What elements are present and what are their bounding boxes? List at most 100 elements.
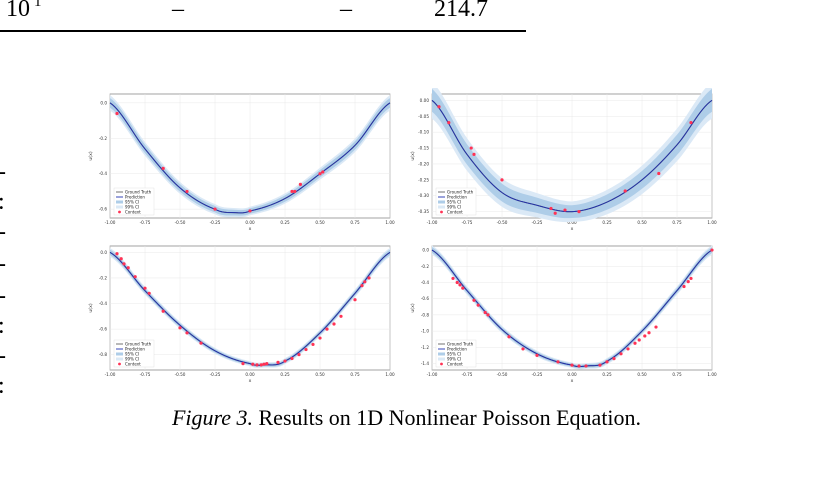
context-point <box>339 314 343 318</box>
context-point <box>447 121 451 125</box>
figure-label: Figure 3. <box>171 405 253 430</box>
y-tick-label: -0.4 <box>99 301 108 306</box>
context-point <box>259 363 263 367</box>
context-point <box>185 189 189 194</box>
context-point <box>605 360 609 364</box>
legend-swatch <box>438 352 445 356</box>
x-tick-label: 0.25 <box>280 372 290 377</box>
chart-svg: -1.00 -0.75 -0.50 -0.25 0.00 0.25 0.50 0.75 1.00… <box>410 88 717 232</box>
context-point <box>689 121 693 125</box>
y-tick-label: 0.0 <box>100 250 107 255</box>
context-point <box>500 178 504 182</box>
plot-panel-top-right: -1.00 -0.75 -0.50 -0.25 0.00 0.25 0.50 0.75 1.00… <box>406 88 722 236</box>
x-tick-label: 0.50 <box>315 372 325 377</box>
chart-svg: -1.00 -0.75 -0.50 -0.25 0.00 0.25 0.50 0.75 1.00… <box>410 245 717 384</box>
legend-label: Prediction <box>447 346 467 351</box>
ci-95-band <box>432 88 712 219</box>
context-point <box>584 364 588 368</box>
x-tick-label: 0.50 <box>637 220 647 225</box>
context-point <box>251 362 255 366</box>
prediction-line <box>109 252 391 366</box>
context-point <box>119 257 123 261</box>
legend-swatch <box>118 210 121 214</box>
context-point <box>686 280 690 284</box>
context-point <box>283 359 287 363</box>
context-point <box>298 182 302 186</box>
y-tick-label: -0.8 <box>99 352 108 357</box>
y-tick-label: -0.15 <box>418 146 429 151</box>
context-point <box>472 298 476 302</box>
context-point <box>598 363 602 367</box>
context-point <box>619 352 623 356</box>
y-axis-label: u(x) <box>88 151 94 160</box>
y-tick-label: -1.4 <box>421 361 430 366</box>
context-point <box>363 280 367 284</box>
context-point <box>199 341 203 345</box>
legend-label: Context <box>447 361 463 366</box>
legend-label: Ground Truth <box>125 341 152 346</box>
context-point <box>161 166 165 170</box>
x-tick-label: -0.25 <box>532 220 543 225</box>
context-point <box>553 211 557 215</box>
context-point <box>133 275 137 279</box>
context-point <box>311 342 315 347</box>
context-point <box>521 347 525 351</box>
x-tick-label: -1.00 <box>105 372 116 377</box>
legend-label: 99% CI <box>447 204 461 209</box>
context-point <box>535 353 539 358</box>
context-point <box>637 338 641 342</box>
legend-swatch <box>116 352 123 356</box>
x-tick-label: -1.00 <box>427 220 438 225</box>
x-tick-label: -0.50 <box>497 220 508 225</box>
y-tick-label: -0.6 <box>99 327 108 332</box>
margin-mark: : <box>0 374 5 398</box>
y-tick-label: -0.8 <box>421 312 430 317</box>
context-point <box>360 284 364 288</box>
legend-label: Context <box>125 209 141 214</box>
x-tick-label: -0.75 <box>462 372 473 377</box>
context-point <box>657 171 661 176</box>
context-point <box>321 170 325 174</box>
context-point <box>276 360 280 364</box>
prediction-line <box>431 99 713 213</box>
legend-label: 99% CI <box>125 356 139 361</box>
y-tick-label: -0.2 <box>99 136 108 141</box>
x-axis-label: x <box>249 379 252 384</box>
context-point <box>161 309 165 313</box>
y-tick-label: -1.0 <box>421 329 430 334</box>
legend-label: 95% CI <box>447 351 461 356</box>
legend-label: 99% CI <box>125 204 139 209</box>
y-tick-label: -1.2 <box>421 345 430 350</box>
context-point <box>647 331 651 335</box>
legend-label: Prediction <box>125 346 145 351</box>
context-point <box>461 286 465 290</box>
x-tick-label: 0.25 <box>602 372 612 377</box>
legend-label: Context <box>125 361 141 366</box>
context-point <box>437 105 441 109</box>
y-tick-label: -0.6 <box>421 296 430 301</box>
x-axis-label: x <box>571 227 574 232</box>
y-tick-label: -0.05 <box>418 114 429 119</box>
context-point <box>115 252 119 256</box>
chart-svg: -1.00 -0.75 -0.50 -0.25 0.00 0.25 0.50 0.75 1.00… <box>88 245 395 384</box>
x-tick-label: -0.25 <box>532 372 543 377</box>
context-point <box>297 353 301 357</box>
y-tick-label: -0.30 <box>418 193 429 198</box>
x-tick-label: 0.00 <box>567 372 577 377</box>
context-point <box>318 336 322 340</box>
x-tick-label: -0.75 <box>462 220 473 225</box>
margin-mark: - <box>0 220 6 244</box>
x-tick-label: -0.50 <box>497 372 508 377</box>
context-point <box>626 347 630 351</box>
table-cell: – <box>172 0 184 22</box>
x-tick-label: -0.75 <box>140 372 151 377</box>
context-point <box>122 262 126 266</box>
context-point <box>577 210 581 214</box>
context-point <box>570 363 574 367</box>
context-point <box>472 152 476 157</box>
context-point <box>262 362 266 366</box>
context-point <box>265 362 269 366</box>
plot-panel-top-left: -1.00 -0.75 -0.50 -0.25 0.00 0.25 0.50 0.75 1.00… <box>84 88 400 236</box>
x-tick-label: 0.50 <box>315 220 325 225</box>
plot-panel-bottom-left: -1.00 -0.75 -0.50 -0.25 0.00 0.25 0.50 0.75 1.00… <box>84 240 400 388</box>
